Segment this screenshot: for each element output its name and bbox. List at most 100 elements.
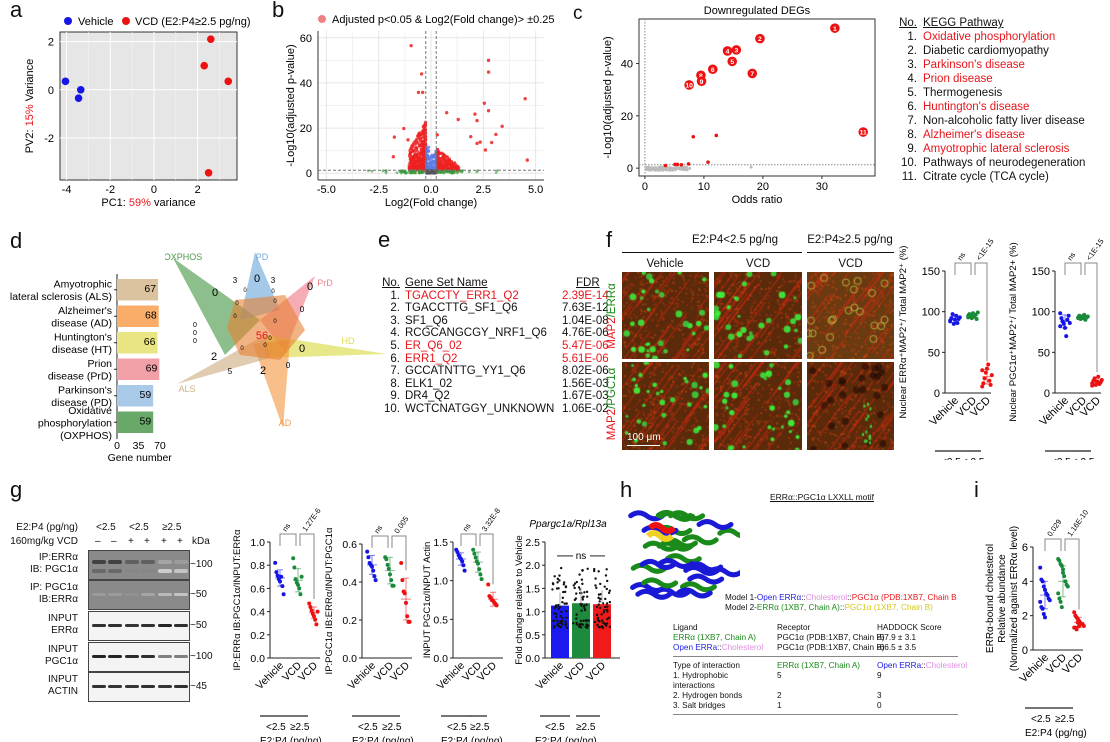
group-label-low: <2.5 <box>1051 457 1071 460</box>
data-point <box>598 620 601 623</box>
data-point <box>556 581 559 584</box>
blot-band <box>92 569 106 573</box>
gene-set-fdr: 7.63E-12 <box>562 302 609 315</box>
y-tick-label: 0.0 <box>433 653 448 665</box>
data-point-group-2 <box>399 561 404 565</box>
legend-marker-vcd <box>122 17 130 25</box>
helix-segment <box>717 527 740 539</box>
group-label-high: ≥2.5 <box>1075 457 1095 460</box>
y-tick-label: 100 <box>922 307 940 319</box>
data-point-group-1 <box>473 555 478 560</box>
y-tick-label: 0.0 <box>250 653 265 665</box>
venn-region-count: 3 <box>271 276 276 285</box>
helix-segment <box>664 553 702 565</box>
gene-set-fdr: 4.76E-06 <box>562 327 609 340</box>
venn-region-count: 0 <box>235 301 239 307</box>
x-axis-label: Gene number <box>108 452 173 464</box>
kegg-row: 7. Non-alcoholic fatty liver disease <box>893 114 1085 128</box>
x-axis-label: PC1: 59% variance <box>101 197 195 209</box>
kegg-row-name: Oxidative phosphorylation <box>923 31 1056 43</box>
data-point-significant <box>411 156 415 160</box>
data-point-significant <box>416 150 420 154</box>
pgc1a-helix-red <box>647 522 677 534</box>
blot-band <box>125 569 139 573</box>
stat-bracket-1-label: 0.029 <box>1045 518 1063 539</box>
bar-1 <box>572 603 590 658</box>
data-point-significant <box>421 125 425 129</box>
data-point-group-0 <box>1065 317 1070 322</box>
data-point <box>559 566 563 570</box>
data-point-group-0 <box>1066 313 1071 318</box>
x-tick-label: -2.5 <box>369 184 388 196</box>
gene-set-fdr: 1.67E-03 <box>562 390 609 403</box>
y-axis-label-prefix: PV2: <box>24 126 36 153</box>
data-point <box>552 619 556 623</box>
data-point <box>604 597 607 601</box>
data-point-group-0 <box>1059 316 1064 321</box>
data-point-fc-only <box>426 147 430 151</box>
data-point <box>599 593 602 596</box>
data-point <box>555 587 559 590</box>
helix-segment <box>655 509 693 521</box>
structure-panel: ERRα::PGC1α LXXLL motif Model 1-Open ERR… <box>620 480 967 742</box>
y-tick-label: 100 <box>1032 307 1050 319</box>
data-point <box>598 600 601 603</box>
data-point <box>573 582 577 585</box>
data-point <box>597 570 600 573</box>
data-point-significant <box>420 166 424 170</box>
data-point <box>553 606 556 610</box>
gene-set-header-fdr: FDR <box>576 277 600 289</box>
stat-bracket-1-label: ns <box>1065 250 1077 262</box>
micrograph-vcd-high-erra <box>807 272 894 359</box>
data-point-fc-only <box>426 156 430 160</box>
bar-1 <box>117 305 159 327</box>
blot-band <box>158 593 172 596</box>
data-point-significant <box>408 149 412 153</box>
data-point-significant <box>456 117 460 122</box>
ligand-part: Open ERRa <box>673 643 718 652</box>
x-tick-label: 2 <box>195 184 201 196</box>
y-axis-label: PV2: 15% Variance <box>24 59 36 154</box>
vcd-row-label: 160mg/kg VCD <box>10 536 78 547</box>
pathway-point-2 <box>755 33 765 44</box>
helix-segment <box>679 581 717 593</box>
gene-set-header: No. Gene Set Name FDR <box>380 277 609 290</box>
group-axis-title: E2:P4 (pg/ng) <box>535 736 597 742</box>
y-tick-label: 0.5 <box>525 630 540 642</box>
data-point <box>564 622 568 626</box>
data-point-significant <box>483 148 488 152</box>
group-low-line <box>622 252 802 253</box>
blot-band <box>174 569 188 573</box>
data-point-p-only <box>404 171 408 175</box>
venn-set-label: ALS <box>178 384 195 394</box>
ligand-part: :: <box>717 643 722 652</box>
data-point <box>563 590 567 594</box>
gene-set-fdr: 1.56E-03 <box>562 377 609 390</box>
legend-marker <box>318 15 326 23</box>
data-point <box>561 600 564 604</box>
x-tick-label: 5.0 <box>528 184 543 196</box>
x-tick-label: 0 <box>151 184 157 196</box>
group-axis-title: E2:P4 (pg/ng) <box>260 736 322 742</box>
data-point-significant <box>475 141 479 146</box>
data-point-group-2 <box>400 578 405 583</box>
data-point-significant <box>686 162 691 166</box>
gene-set-name: WCTCNATGGY_UNKNOWN <box>405 402 555 415</box>
data-point-nonsig <box>644 165 648 169</box>
data-point-p-only <box>437 171 441 174</box>
gene-set-no: 1. <box>390 289 400 302</box>
kegg-row: 1. Oxidative phosphorylation <box>893 30 1085 44</box>
blot-band <box>125 655 139 658</box>
y-tick-label: 0.6 <box>250 583 265 595</box>
helix-segment <box>630 562 668 574</box>
vcd-value: + <box>144 536 150 547</box>
data-point <box>604 574 608 577</box>
x-tick-label: 0 <box>642 181 648 193</box>
blot-label: INPUT <box>48 674 78 685</box>
category-label: Prion <box>87 358 112 370</box>
data-point <box>561 623 564 626</box>
y-tick-label: 20 <box>300 123 312 135</box>
data-point <box>580 609 583 612</box>
data-point-significant <box>500 124 504 128</box>
gene-set-no: 7. <box>390 365 400 378</box>
